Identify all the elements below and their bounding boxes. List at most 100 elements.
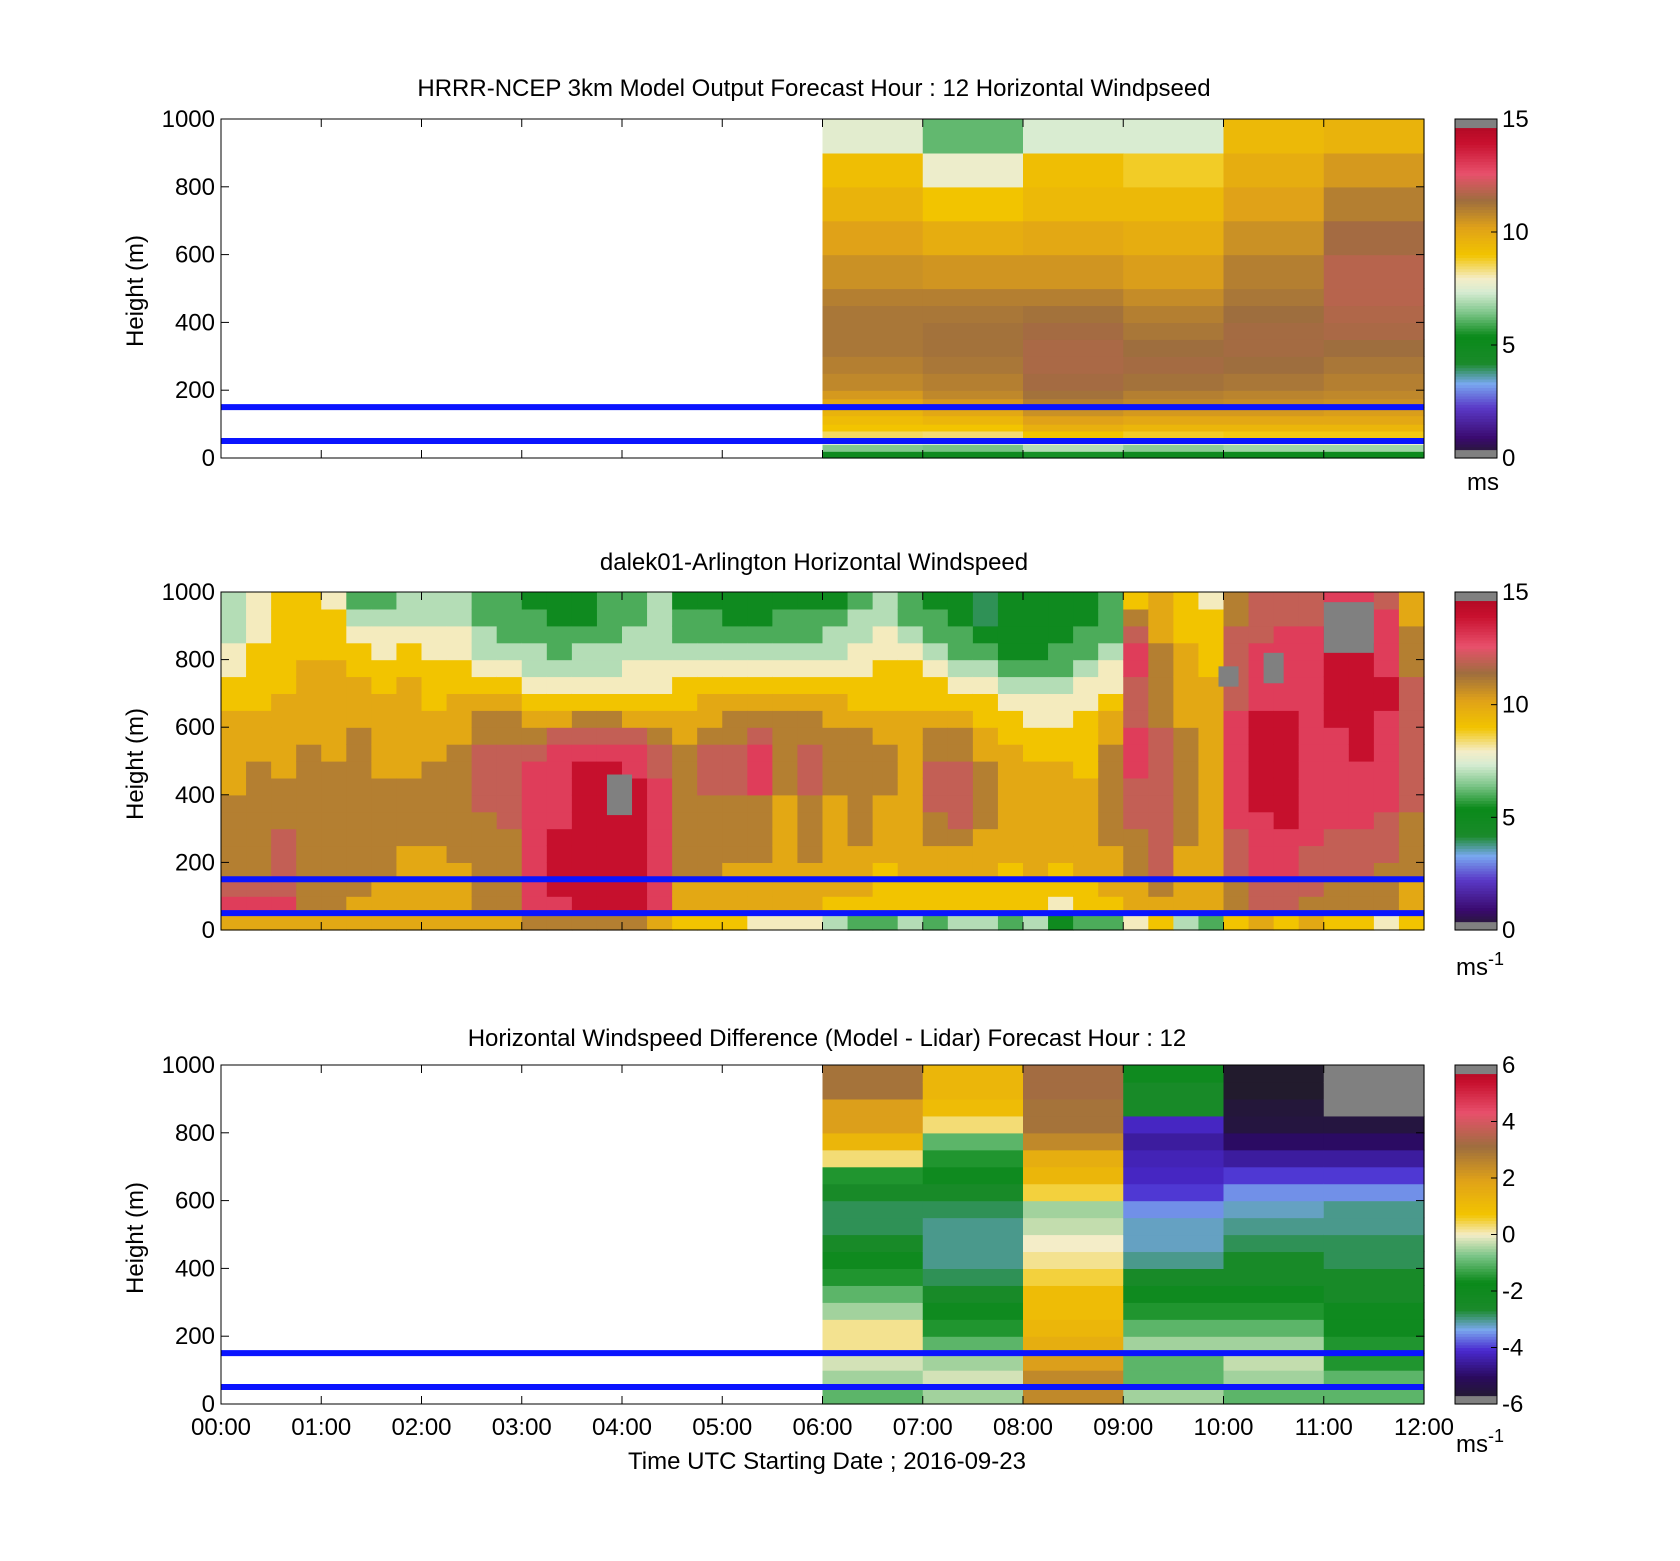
heatmap-cell xyxy=(1148,693,1174,711)
heatmap-cell xyxy=(972,659,999,678)
x-tick-label: 02:00 xyxy=(391,1414,451,1441)
heatmap-cell xyxy=(797,845,824,863)
colorbar-swatch xyxy=(1455,803,1497,807)
heatmap-cell xyxy=(1098,744,1124,762)
heatmap-cell xyxy=(822,390,924,400)
heatmap-cell xyxy=(1248,625,1275,644)
colorbar-swatch xyxy=(1455,1220,1497,1224)
heatmap-cell xyxy=(847,845,874,863)
heatmap-cell xyxy=(947,608,974,627)
heatmap-cell xyxy=(1348,913,1375,931)
heatmap-cell xyxy=(922,1353,1024,1371)
heatmap-cell xyxy=(546,896,573,914)
colorbar-swatch xyxy=(1455,1279,1497,1284)
heatmap-cell xyxy=(722,727,748,745)
heatmap-cell xyxy=(1023,1234,1124,1253)
heatmap-cell xyxy=(421,592,448,610)
heatmap-cell xyxy=(1348,693,1375,711)
heatmap-cell xyxy=(922,356,1024,374)
heatmap-cell xyxy=(1173,608,1200,627)
heatmap-cell xyxy=(371,592,398,610)
heatmap-cell xyxy=(1098,642,1124,661)
heatmap-cell xyxy=(1373,608,1400,627)
heatmap-cell xyxy=(371,811,398,830)
heatmap-cell xyxy=(1373,625,1400,644)
heatmap-cell xyxy=(546,710,573,728)
heatmap-cell xyxy=(1273,862,1300,880)
x-tick-label: 09:00 xyxy=(1093,1414,1153,1441)
heatmap-cell xyxy=(622,676,648,694)
heatmap-cell xyxy=(296,777,322,796)
heatmap-cell xyxy=(346,913,372,931)
heatmap-cell xyxy=(1148,659,1174,678)
heatmap-cell xyxy=(421,761,448,779)
colorbar-swatch xyxy=(1455,659,1497,664)
heatmap-cell xyxy=(797,727,824,745)
heatmap-cell xyxy=(797,642,824,661)
heatmap-cell xyxy=(1123,152,1225,188)
heatmap-cell xyxy=(1373,761,1400,779)
heatmap-cell xyxy=(897,777,924,796)
heatmap-cell xyxy=(872,693,899,711)
colorbar-swatch xyxy=(1455,1257,1497,1261)
heatmap-cell xyxy=(972,811,999,830)
heatmap-cell xyxy=(496,811,523,830)
heatmap-cell xyxy=(747,896,773,914)
colorbar-swatch xyxy=(1455,291,1497,295)
heatmap-cell xyxy=(847,710,874,728)
heatmap-cell xyxy=(1048,592,1074,610)
heatmap-cell xyxy=(947,710,974,728)
colorbar-swatch xyxy=(1455,404,1497,408)
heatmap-cell xyxy=(922,1081,1024,1100)
heatmap-cell xyxy=(1148,828,1174,847)
heatmap-cell xyxy=(396,913,423,931)
heatmap-cell xyxy=(396,676,423,694)
heatmap-cell xyxy=(596,913,623,931)
heatmap-cell xyxy=(872,676,899,694)
heatmap-cell xyxy=(697,676,723,694)
heatmap-cell xyxy=(496,676,523,694)
heatmap-cell xyxy=(521,828,548,847)
colorbar-swatch xyxy=(1455,232,1497,236)
colorbar-swatch xyxy=(1455,1135,1497,1140)
colorbar-swatch xyxy=(1455,144,1497,148)
heatmap-cell xyxy=(396,794,423,813)
colorbar-swatch xyxy=(1455,704,1497,709)
colorbar-swatch xyxy=(1455,1398,1497,1402)
heatmap-cell xyxy=(1373,879,1400,897)
heatmap-cell xyxy=(1023,254,1124,290)
heatmap-cell xyxy=(947,862,974,880)
colorbar-swatch xyxy=(1455,842,1497,847)
colorbar-swatch xyxy=(1455,285,1497,290)
heatmap-cell xyxy=(1373,845,1400,863)
heatmap-cell xyxy=(571,744,598,762)
x-tick-label: 01:00 xyxy=(291,1414,351,1441)
heatmap-cell xyxy=(1223,1251,1325,1269)
heatmap-cell xyxy=(1098,710,1124,728)
colorbar-swatch xyxy=(1455,158,1497,162)
heatmap-cell xyxy=(1223,373,1325,391)
x-tick-label: 04:00 xyxy=(592,1414,652,1441)
heatmap-cell xyxy=(1323,710,1350,728)
colorbar-swatch xyxy=(1455,1251,1497,1255)
heatmap-cell xyxy=(421,676,448,694)
heatmap-cell xyxy=(471,811,498,830)
heatmap-cell xyxy=(1323,1353,1425,1371)
colorbar-swatch xyxy=(1455,1217,1497,1221)
colorbar-swatch xyxy=(1455,614,1497,618)
heatmap-cell xyxy=(1298,710,1325,728)
colorbar-swatch xyxy=(1455,1291,1497,1295)
heatmap-cell xyxy=(1298,811,1325,830)
colorbar-swatch xyxy=(1455,699,1497,703)
heatmap-cell xyxy=(1323,727,1350,745)
colorbar-swatch xyxy=(1455,1231,1497,1236)
colorbar-swatch xyxy=(1455,884,1497,889)
heatmap-cell xyxy=(1373,913,1400,931)
colorbar-swatch xyxy=(1455,240,1497,244)
heatmap-cell xyxy=(1273,608,1300,627)
heatmap-cell xyxy=(922,862,949,880)
heatmap-cell xyxy=(972,913,999,931)
colorbar-swatch xyxy=(1455,311,1497,315)
heatmap-cell xyxy=(872,862,899,880)
heatmap-cell xyxy=(246,896,272,914)
